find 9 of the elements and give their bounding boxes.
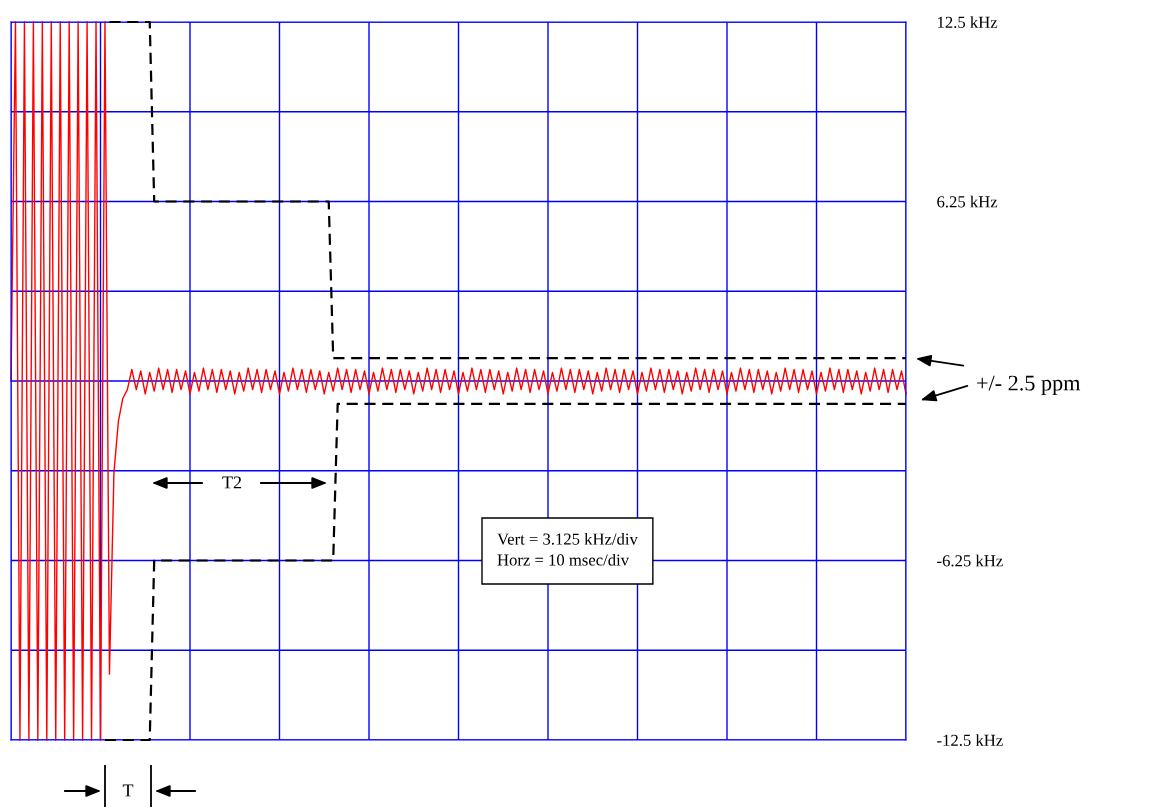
y-tick-label: -12.5 kHz <box>937 734 1003 747</box>
annotation: T2 <box>222 476 242 489</box>
y-tick-label: 6.25 kHz <box>937 195 998 208</box>
line-series <box>10 21 907 741</box>
text: T <box>122 784 134 797</box>
y-tick-label: -6.25 kHz <box>937 554 1003 567</box>
y-tick-label: 12.5 kHz <box>938 16 998 29</box>
annotation: Vert = 3.125 kHz/div Horz = 10 msec/div <box>497 532 638 566</box>
text: +/- 2.5 ppm <box>977 375 1081 396</box>
